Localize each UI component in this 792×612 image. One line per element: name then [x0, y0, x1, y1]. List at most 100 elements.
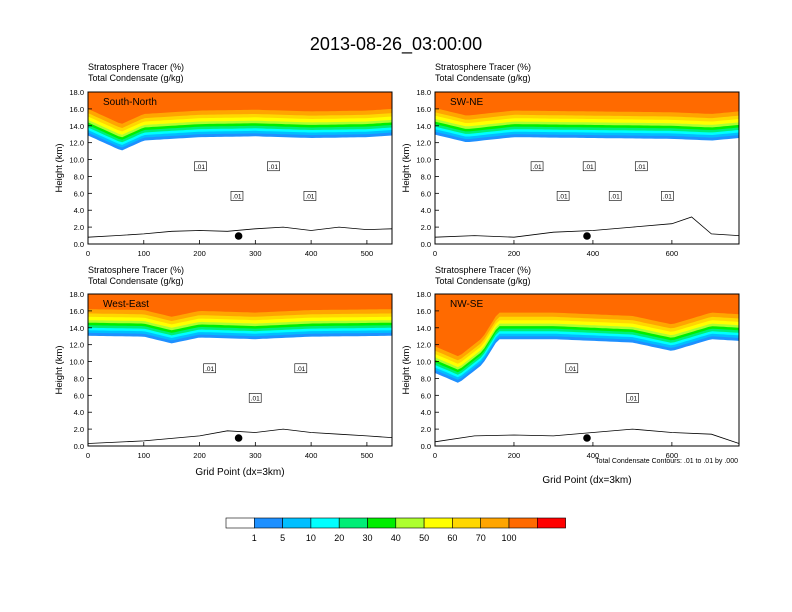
- y-tick-label: 10.0: [69, 156, 84, 165]
- colorbar-swatch: [282, 517, 312, 529]
- y-tick-label: 18.0: [416, 290, 431, 299]
- plot-frame: [434, 293, 740, 447]
- contour-label-box: [294, 363, 308, 374]
- plot-frame: [87, 293, 393, 447]
- contour-label: .01: [533, 164, 542, 171]
- panel-header-line2: Total Condensate (g/kg): [88, 276, 184, 286]
- colorbar-swatch: [480, 517, 510, 529]
- y-tick-label: 16.0: [416, 105, 431, 114]
- colorbar-label: 50: [419, 533, 429, 543]
- y-tick-label: 12.0: [69, 139, 84, 148]
- contour-label-box: [582, 161, 596, 172]
- contour-label-box: [661, 191, 674, 201]
- x-tick-label: 300: [249, 451, 262, 460]
- y-tick-label: 6.0: [74, 391, 84, 400]
- contour-label: .01: [251, 395, 260, 402]
- colorbar-label: 30: [362, 533, 372, 543]
- plot-area: .01 .01 .01 West-East 0.0 2.0 4.0 6.0 8.0 10.0 12.…: [54, 290, 393, 460]
- contour-label-box: [230, 191, 244, 201]
- y-tick-label: 12.0: [416, 139, 431, 148]
- y-tick-label: 10.0: [69, 358, 84, 367]
- contour-label: .01: [663, 193, 672, 200]
- plot-area: .01 .01 .01 .01 South-North 0.0 2.0 4.0 6.0 8.0 10…: [54, 88, 393, 258]
- contour-label-box: [194, 161, 207, 172]
- panel-label: NW-SE: [450, 299, 483, 310]
- colorbar-label: 10: [306, 533, 316, 543]
- colorbar: 1 5 10 20 30 40 50 60 70 100: [225, 517, 566, 543]
- y-tick-label: 4.0: [74, 206, 84, 215]
- contour-label-box: [267, 161, 280, 172]
- x-tick-label: 500: [361, 451, 374, 460]
- y-tick-label: 4.0: [421, 206, 431, 215]
- contour-label-box: [556, 191, 570, 201]
- x-tick-label: 200: [508, 249, 521, 258]
- y-tick-label: 16.0: [69, 105, 84, 114]
- y-tick-label: 6.0: [74, 189, 84, 198]
- tracer-band-10: [435, 92, 739, 116]
- colorbar-swatch: [254, 517, 283, 529]
- panel-header-line1: Stratosphere Tracer (%): [435, 265, 531, 275]
- contour-note: Total Condensate Contours: .01 to .01 by…: [595, 458, 738, 465]
- y-tick-label: 8.0: [74, 374, 84, 383]
- contour-label: .01: [559, 193, 568, 200]
- x-tick-label: 0: [86, 451, 90, 460]
- terrain-line: [434, 216, 740, 238]
- colorbar-label: 100: [501, 533, 516, 543]
- y-tick-label: 2.0: [421, 223, 431, 232]
- x-tick-label: 400: [305, 451, 318, 460]
- x-tick-label: 100: [138, 451, 151, 460]
- colorbar-swatch: [310, 517, 340, 529]
- location-marker: [234, 434, 243, 442]
- y-tick-label: 0.0: [421, 442, 431, 451]
- y-tick-label: 0.0: [74, 442, 84, 451]
- y-tick-label: 16.0: [416, 307, 431, 316]
- panel-west-east: Stratosphere Tracer (%) Total Condensate…: [88, 265, 184, 286]
- panel-header-line2: Total Condensate (g/kg): [435, 73, 531, 83]
- panel-label: West-East: [103, 299, 149, 310]
- colorbar-label: 70: [476, 533, 486, 543]
- x-tick-label: 600: [666, 249, 679, 258]
- y-tick-label: 2.0: [421, 425, 431, 434]
- x-tick-label: 0: [433, 451, 437, 460]
- contour-label: .01: [628, 395, 637, 402]
- location-marker: [583, 232, 591, 240]
- colorbar-swatch: [423, 517, 453, 529]
- y-tick-label: 14.0: [69, 122, 84, 131]
- panel-sw-ne: Stratosphere Tracer (%) Total Condensate…: [435, 62, 531, 83]
- colorbar-swatch: [508, 517, 538, 529]
- contour-label-box: [203, 363, 216, 374]
- plot-frame: [434, 91, 740, 245]
- colorbar-label: 20: [334, 533, 344, 543]
- colorbar-label: 40: [391, 533, 401, 543]
- y-tick-label: 8.0: [421, 172, 431, 181]
- contour-label-box: [608, 191, 622, 201]
- colorbar-label: 1: [252, 533, 257, 543]
- x-tick-label: 200: [193, 249, 206, 258]
- contour-label: .01: [269, 164, 278, 171]
- y-axis-title: Height (km): [401, 143, 412, 192]
- y-tick-label: 14.0: [69, 324, 84, 333]
- plot-frame: [87, 91, 393, 245]
- contour-label: .01: [232, 193, 241, 200]
- y-axis-title: Height (km): [54, 345, 65, 394]
- tracer-band-10: [88, 92, 392, 124]
- tracer-band-10: [88, 294, 392, 317]
- panel-header-line1: Stratosphere Tracer (%): [88, 265, 184, 275]
- y-tick-label: 6.0: [421, 189, 431, 198]
- contour-label-box: [626, 393, 639, 403]
- contour-label-box: [303, 191, 317, 201]
- colorbar-swatch: [225, 517, 255, 529]
- y-tick-label: 14.0: [416, 122, 431, 131]
- colorbar-swatch: [367, 517, 397, 529]
- x-tick-label: 400: [587, 451, 600, 460]
- location-marker: [234, 232, 243, 240]
- y-tick-label: 10.0: [416, 358, 431, 367]
- x-axis-title-west-east: Grid Point (dx=3km): [195, 467, 284, 478]
- y-tick-label: 14.0: [416, 324, 431, 333]
- panel-header-line1: Stratosphere Tracer (%): [435, 62, 531, 72]
- x-tick-label: 0: [433, 249, 437, 258]
- y-axis-title: Height (km): [401, 345, 412, 394]
- panel-south-north: Stratosphere Tracer (%) Total Condensate…: [88, 62, 184, 83]
- contour-label: .01: [305, 193, 314, 200]
